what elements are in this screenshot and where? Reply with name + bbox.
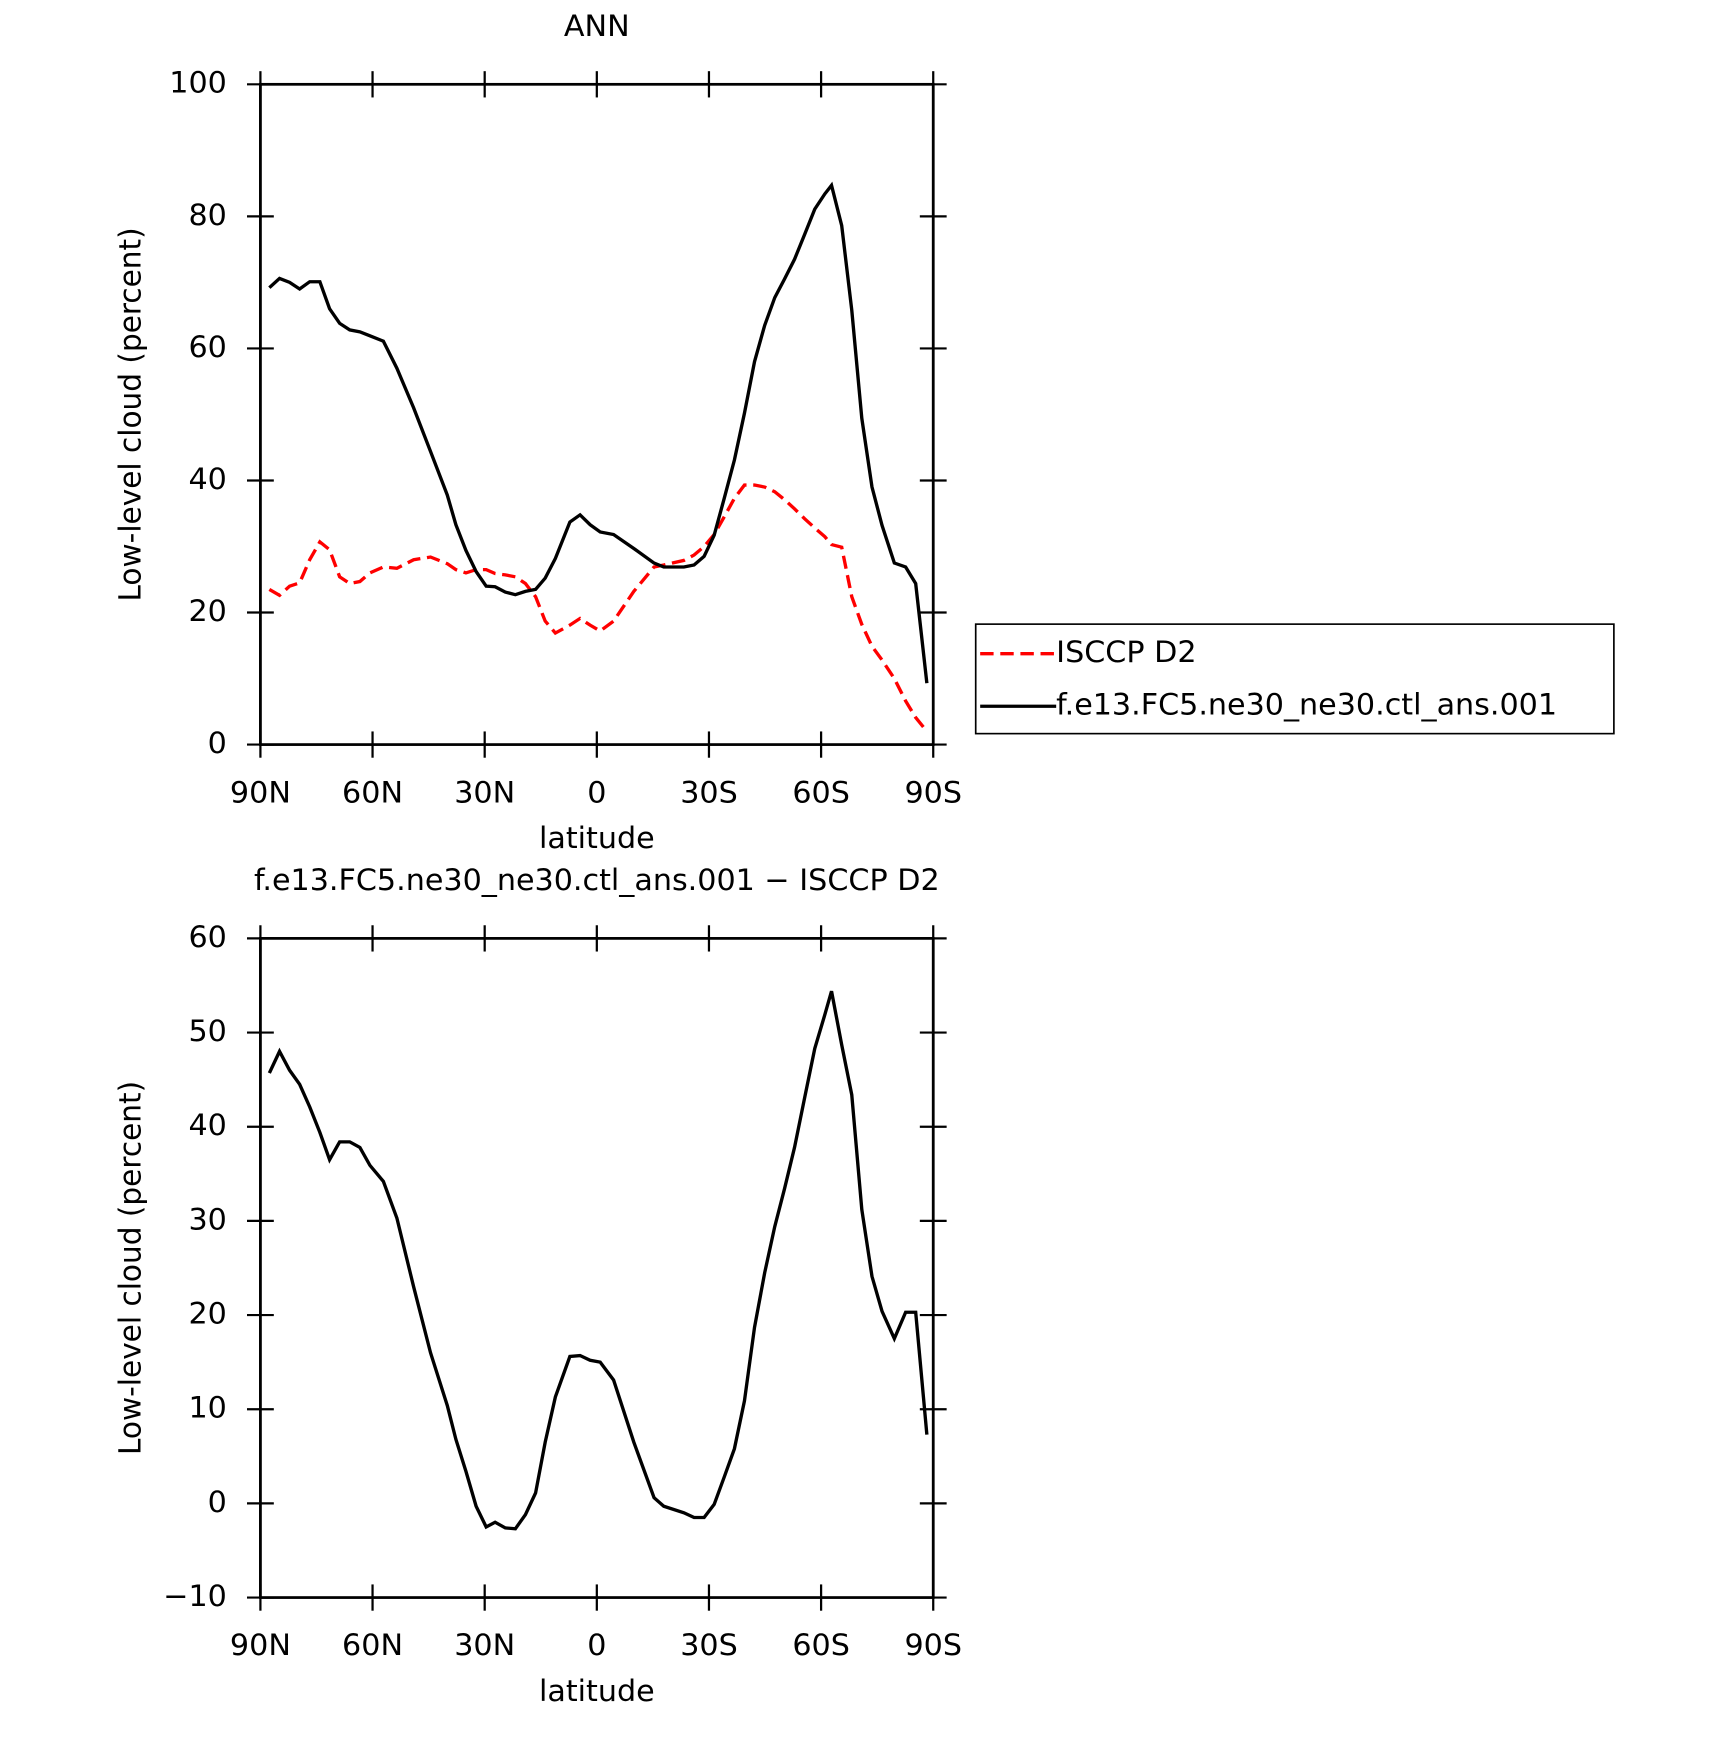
y-tick-label: 100 [169,66,227,101]
y-tick-label: 0 [208,726,227,761]
y-axis-label: Low-level cloud (percent) [113,227,148,601]
x-tick-label: 60N [342,776,403,811]
y-tick-label: 80 [188,198,226,233]
y-tick-label: −10 [163,1579,227,1614]
y-tick-label: 40 [188,462,226,497]
legend-label: ISCCP D2 [1056,635,1196,670]
x-tick-label: 90N [230,776,291,811]
x-tick-label: 90S [904,1629,962,1664]
y-tick-label: 20 [188,1297,226,1332]
plot-frame [259,937,935,1599]
x-tick-label: 90S [904,776,962,811]
x-tick-label: 30S [680,1629,738,1664]
y-tick-label: 0 [208,1485,227,1520]
y-axis-label: Low-level cloud (percent) [113,1081,148,1455]
x-tick-label: 60S [792,1629,850,1664]
x-tick-label: 0 [587,776,606,811]
x-tick-label: 60S [792,776,850,811]
legend-box [974,623,1615,735]
y-tick-label: 40 [188,1108,226,1143]
y-tick-label: 60 [188,330,226,365]
x-tick-label: 30N [454,776,515,811]
data-line [268,181,929,684]
x-tick-label: 60N [342,1629,403,1664]
legend-label: f.e13.FC5.ne30_ne30.ctl_ans.001 [1056,688,1557,723]
y-tick-label: 20 [188,594,226,629]
x-tick-label: 90N [230,1629,291,1664]
y-tick-label: 30 [188,1203,226,1238]
x-axis-label: latitude [539,1675,655,1710]
x-tick-label: 30S [680,776,738,811]
y-tick-label: 60 [188,920,226,955]
y-tick-label: 50 [188,1014,226,1049]
x-tick-label: 30N [454,1629,515,1664]
x-axis-label: latitude [539,822,655,857]
x-tick-label: 0 [587,1629,606,1664]
data-line [268,483,929,733]
chart-title: ANN [564,9,630,44]
y-tick-label: 10 [188,1391,226,1426]
chart-title: f.e13.FC5.ne30_ne30.ctl_ans.001 − ISCCP … [254,863,940,898]
data-line [267,990,929,1531]
